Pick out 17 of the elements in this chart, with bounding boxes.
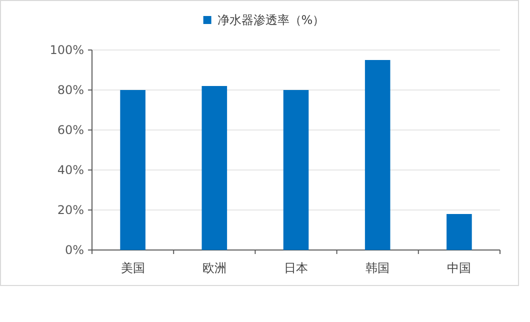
y-tick-label: 40% — [57, 163, 84, 177]
y-tick-label: 60% — [57, 123, 84, 137]
bar — [120, 90, 146, 250]
x-tick-label: 中国 — [447, 261, 472, 275]
x-tick-label: 美国 — [120, 261, 145, 275]
bar — [283, 90, 309, 250]
x-tick-label: 韩国 — [366, 261, 390, 275]
bar — [364, 60, 390, 250]
y-tick-label: 20% — [57, 203, 84, 217]
bar — [446, 214, 472, 250]
bar — [202, 86, 228, 250]
y-tick-label: 80% — [57, 83, 84, 97]
y-tick-label: 0% — [64, 243, 84, 257]
x-tick-label: 日本 — [284, 261, 308, 275]
legend-label: 净水器渗透率（%） — [217, 13, 325, 27]
x-tick-label: 欧洲 — [202, 261, 226, 275]
y-tick-label: 100% — [50, 43, 84, 57]
